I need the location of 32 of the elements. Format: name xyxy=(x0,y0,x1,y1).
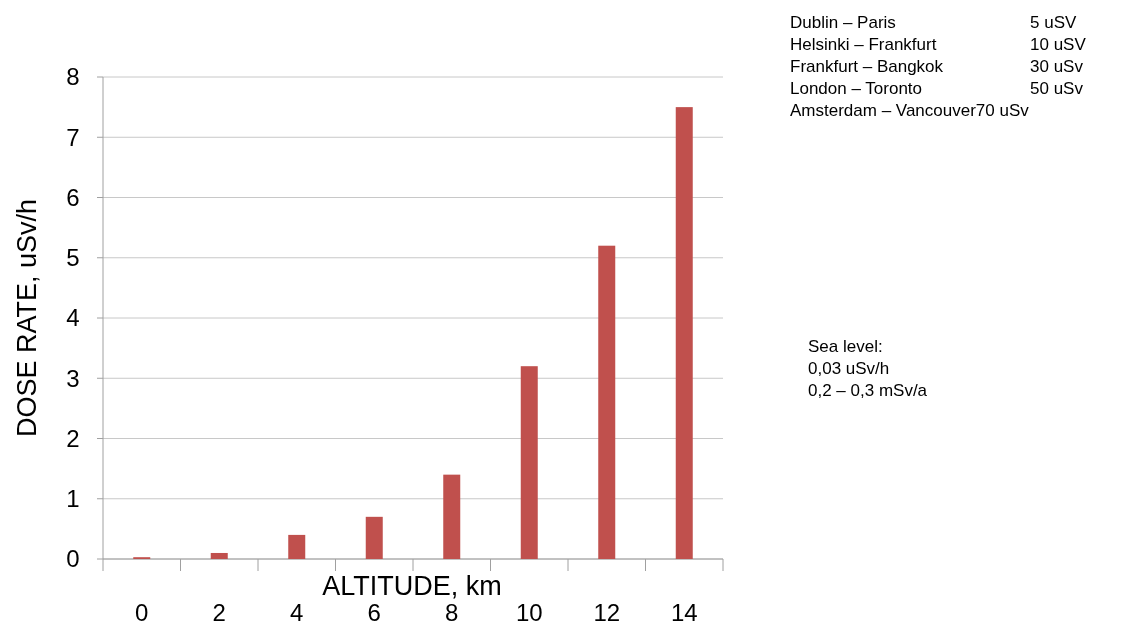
y-axis-title: DOSE RATE, uSv/h xyxy=(12,198,42,438)
bar xyxy=(675,107,693,559)
x-tick-label: 12 xyxy=(593,599,621,626)
y-tick-label: 6 xyxy=(66,183,80,211)
bar xyxy=(210,552,228,559)
y-tick-label: 8 xyxy=(66,63,80,91)
x-tick-label: 4 xyxy=(290,599,304,626)
text: Sea level: 0,03 uSv/h 0,2 – 0,3 mSv/a xyxy=(808,337,928,400)
x-tick-label: 8 xyxy=(445,599,459,626)
x-tick-label: 10 xyxy=(515,599,543,626)
x-tick-label: 2 xyxy=(212,599,226,626)
bar xyxy=(520,366,538,559)
y-tick-label: 0 xyxy=(66,545,80,573)
text: Frankfurt – Bangkok 30 uSv xyxy=(790,57,1083,76)
y-tick-label: 7 xyxy=(66,123,80,151)
y-tick-label: 3 xyxy=(66,364,80,392)
y-tick-label: 5 xyxy=(66,244,80,272)
text: Dublin – Paris 5 uSV xyxy=(790,13,1077,32)
bar xyxy=(598,245,616,559)
text: London – Toronto 50 uSv xyxy=(790,79,1083,98)
y-tick-label: 1 xyxy=(66,485,80,513)
y-tick-label: 2 xyxy=(66,424,80,452)
bar xyxy=(365,516,383,559)
x-tick-label: 14 xyxy=(670,599,698,626)
text: Helsinki – Frankfurt 10 uSV xyxy=(790,35,1086,54)
text: Amsterdam – Vancouver70 uSv xyxy=(790,101,1030,120)
x-axis-title: ALTITUDE, km xyxy=(322,571,502,601)
bar xyxy=(288,534,306,559)
x-tick-label: 6 xyxy=(367,599,381,626)
x-tick-label: 0 xyxy=(135,599,149,626)
bar xyxy=(443,474,461,559)
y-tick-label: 4 xyxy=(66,304,80,332)
